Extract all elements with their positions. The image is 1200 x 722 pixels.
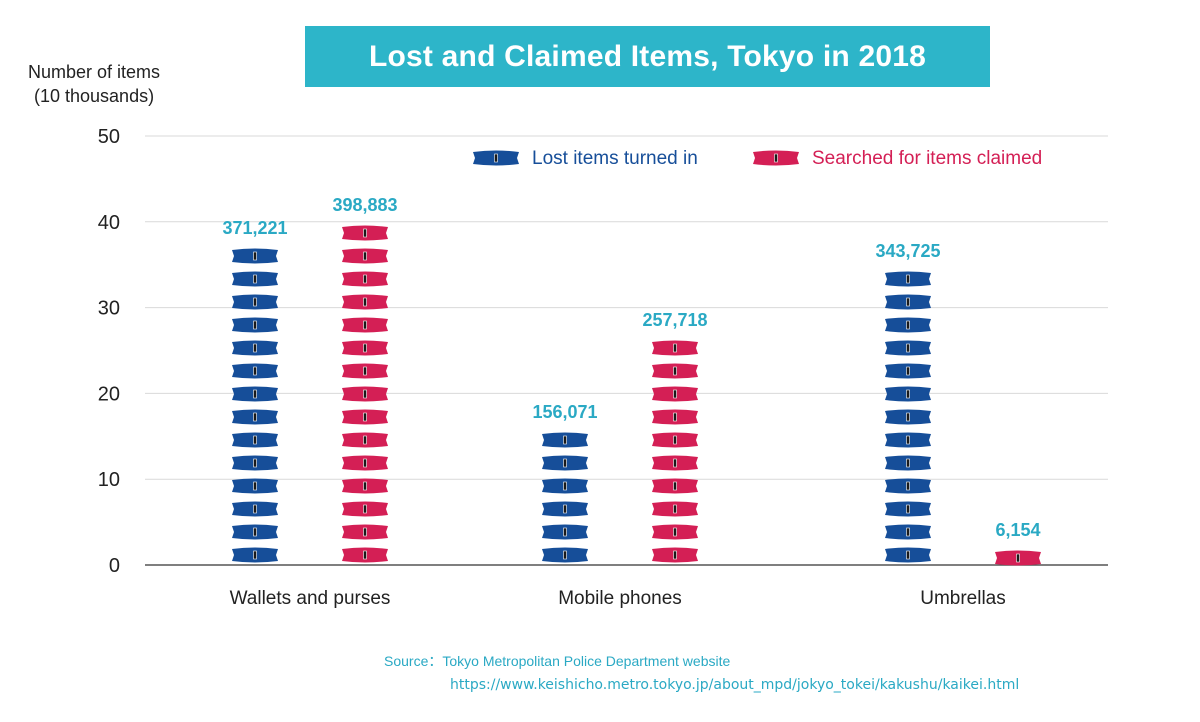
source-note: Source：Tokyo Metropolitan Police Departm… (384, 653, 731, 669)
bar-icon (342, 294, 388, 310)
bar-icon (542, 478, 588, 494)
bar-icon (232, 409, 278, 425)
bar-icon (232, 478, 278, 494)
legend-icon (473, 150, 519, 166)
bar-icon (885, 386, 931, 402)
x-category-label: Umbrellas (920, 588, 1006, 609)
bar-icon (232, 317, 278, 333)
bar-icon (542, 501, 588, 517)
bar-icon (885, 478, 931, 494)
bar-icon (885, 294, 931, 310)
bar-icon (652, 455, 698, 471)
bar-icon (885, 432, 931, 448)
bar-icon (342, 432, 388, 448)
bar-icon (885, 501, 931, 517)
bar-icon (232, 363, 278, 379)
source-url: https://www.keishicho.metro.tokyo.jp/abo… (450, 677, 1020, 693)
bar-icon (342, 225, 388, 241)
bar-icon (995, 550, 1041, 566)
bar-icon (652, 524, 698, 540)
bar-icon (342, 340, 388, 356)
bar-icon (232, 547, 278, 563)
legend-label: Lost items turned in (532, 148, 698, 169)
bar-icon (885, 340, 931, 356)
bar-icon (885, 271, 931, 287)
bar-icon (232, 340, 278, 356)
y-tick-label: 30 (98, 298, 120, 320)
y-tick-label: 40 (98, 212, 120, 234)
bar-icon (652, 386, 698, 402)
bar-icon (652, 363, 698, 379)
data-label: 371,221 (222, 218, 287, 238)
chart-title-banner: Lost and Claimed Items, Tokyo in 2018 (305, 26, 990, 87)
bar-chart: 0 10 20 30 40 50 Wallets and purses Mobile phon… (98, 126, 1108, 609)
bar-icon (232, 271, 278, 287)
y-tick-label: 50 (98, 126, 120, 148)
bar-icon (342, 271, 388, 287)
y-axis-label-line1: Number of items (28, 62, 161, 82)
bar-icon (652, 432, 698, 448)
bar-icon (652, 478, 698, 494)
chart-title: Lost and Claimed Items, Tokyo in 2018 (369, 39, 926, 73)
bar-icon (542, 432, 588, 448)
data-label: 398,883 (332, 195, 397, 215)
bar-icon (342, 386, 388, 402)
y-tick-label: 20 (98, 383, 120, 405)
bar-icon (342, 524, 388, 540)
bar-icon (232, 248, 278, 264)
bar-icon (232, 524, 278, 540)
y-tick-label: 10 (98, 469, 120, 491)
bar-icon (885, 524, 931, 540)
bar-icon (342, 409, 388, 425)
bar-icon (885, 547, 931, 563)
bar-icon (232, 455, 278, 471)
data-label: 257,718 (642, 310, 707, 330)
legend-label: Searched for items claimed (812, 148, 1042, 169)
bar-icon (652, 501, 698, 517)
bar-icon (232, 501, 278, 517)
bar-icon (342, 455, 388, 471)
y-axis-label-line2: (10 thousands) (34, 86, 155, 106)
data-label: 6,154 (995, 520, 1040, 540)
bar-icon (885, 455, 931, 471)
bar-icon (232, 386, 278, 402)
bar-icon (542, 455, 588, 471)
legend-icon (753, 150, 799, 166)
y-tick-label: 0 (109, 555, 120, 577)
x-category-label: Mobile phones (558, 588, 682, 609)
bar-icon (542, 547, 588, 563)
bar-icon (342, 363, 388, 379)
bar-icon (652, 409, 698, 425)
bar-icon (885, 363, 931, 379)
bar-icon (342, 248, 388, 264)
bar-icon (885, 317, 931, 333)
bar-icon (652, 340, 698, 356)
bar-icon (652, 547, 698, 563)
bar-icon (342, 547, 388, 563)
bar-icon (232, 294, 278, 310)
bar-icon (232, 432, 278, 448)
data-label: 156,071 (532, 402, 597, 422)
bar-icon (342, 478, 388, 494)
x-category-label: Wallets and purses (230, 588, 391, 609)
bar-icon (542, 524, 588, 540)
bar-icon (342, 501, 388, 517)
bar-icon (885, 409, 931, 425)
bar-icon (342, 317, 388, 333)
data-label: 343,725 (875, 241, 940, 261)
